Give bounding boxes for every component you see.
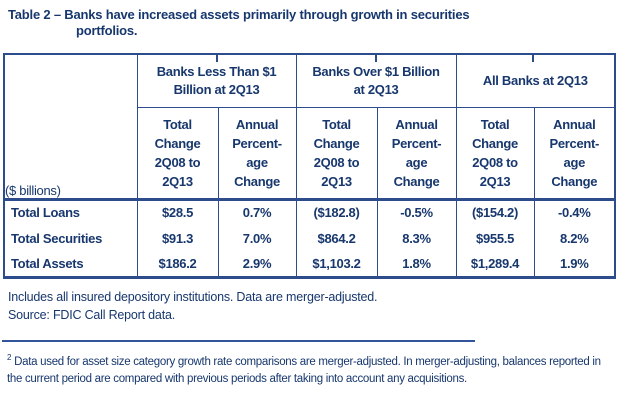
top-border-tick xyxy=(375,53,377,62)
col-header-total-change-less-1b: Total Change 2Q08 to 2Q13 xyxy=(136,106,219,200)
col-header-annual-pct-all: Annual Percent- age Change xyxy=(533,106,616,200)
cell-value: $1,103.2 xyxy=(295,251,378,277)
note-coverage: Includes all insured depository institut… xyxy=(8,289,378,304)
cell-value: $864.2 xyxy=(295,225,378,251)
footnote-divider xyxy=(2,339,475,342)
col-header-total-change-all: Total Change 2Q08 to 2Q13 xyxy=(455,106,535,200)
cell-value: $91.3 xyxy=(136,225,219,251)
cell-value: $28.5 xyxy=(136,197,219,225)
note-source: Source: FDIC Call Report data. xyxy=(8,307,175,322)
table-notes: Includes all insured depository institut… xyxy=(8,288,612,324)
table-row-total-securities: Total Securities $91.3 7.0% $864.2 8.3% … xyxy=(3,225,616,251)
cell-value: 1.9% xyxy=(533,251,616,277)
col-header-total-change-over-1b: Total Change 2Q08 to 2Q13 xyxy=(295,106,378,200)
table-row-total-assets: Total Assets $186.2 2.9% $1,103.2 1.8% $… xyxy=(3,251,616,277)
top-border-tick xyxy=(216,53,218,62)
cell-value: 2.9% xyxy=(217,251,297,277)
cell-value: 8.3% xyxy=(376,225,457,251)
footnote-marker: 2 xyxy=(7,352,12,362)
unit-label-cell: ($ billions) xyxy=(3,53,138,200)
row-label: Total Securities xyxy=(3,225,138,251)
footnote-text: Data used for asset size category growth… xyxy=(7,355,601,386)
cell-value: 0.7% xyxy=(217,197,297,225)
table-wrapper: ($ billions) Banks Less Than $1 Billion … xyxy=(3,53,617,279)
group-header-banks-less-than-1b: Banks Less Than $1 Billion at 2Q13 xyxy=(136,53,297,108)
cell-value: $186.2 xyxy=(136,251,219,277)
col-header-annual-pct-less-1b: Annual Percent- age Change xyxy=(217,106,297,200)
cell-value: $955.5 xyxy=(455,225,535,251)
row-label: Total Assets xyxy=(3,251,138,277)
footnote: 2 Data used for asset size category growt… xyxy=(7,349,614,389)
group-header-banks-over-1b: Banks Over $1 Billion at 2Q13 xyxy=(295,53,457,108)
cell-value: ($154.2) xyxy=(455,197,535,225)
cell-value: -0.5% xyxy=(376,197,457,225)
table-row-total-loans: Total Loans $28.5 0.7% ($182.8) -0.5% ($… xyxy=(3,197,616,225)
row-label: Total Loans xyxy=(3,197,138,225)
bank-assets-table: ($ billions) Banks Less Than $1 Billion … xyxy=(3,53,617,279)
group-header-all-banks: All Banks at 2Q13 xyxy=(455,53,616,108)
cell-value: ($182.8) xyxy=(295,197,378,225)
cell-value: -0.4% xyxy=(533,197,616,225)
table-caption: Table 2 – Banks have increased assets pr… xyxy=(8,7,470,38)
cell-value: 8.2% xyxy=(533,225,616,251)
top-border-tick xyxy=(532,53,534,62)
group-header-row: ($ billions) Banks Less Than $1 Billion … xyxy=(3,53,616,200)
col-header-annual-pct-over-1b: Annual Percent- age Change xyxy=(376,106,457,200)
sub-header-row: Total Change 2Q08 to 2Q13 Annual Percent… xyxy=(4,106,616,200)
cell-value: $1,289.4 xyxy=(455,251,535,277)
cell-value: 1.8% xyxy=(376,251,457,277)
cell-value: 7.0% xyxy=(217,225,297,251)
